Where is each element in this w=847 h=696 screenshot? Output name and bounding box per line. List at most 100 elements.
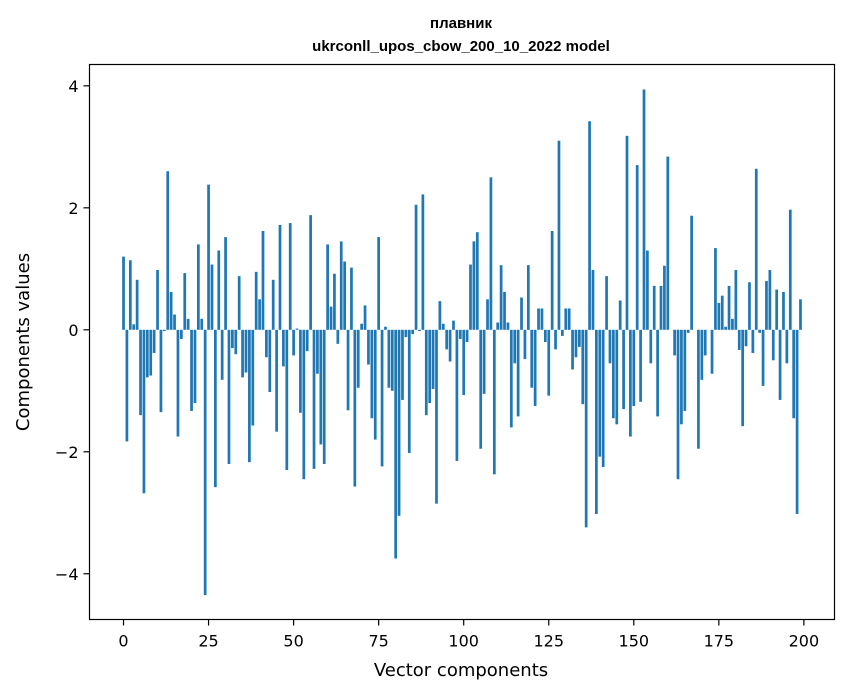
bar-190 <box>768 270 772 330</box>
bar-156 <box>652 285 656 330</box>
bar-152 <box>639 329 642 402</box>
bar-30 <box>224 237 227 330</box>
bar-199 <box>799 299 802 330</box>
bar-76 <box>380 329 384 467</box>
bar-6 <box>142 329 146 494</box>
bar-48 <box>285 329 289 471</box>
bar-14 <box>169 291 173 330</box>
bar-94 <box>441 323 445 330</box>
bar-15 <box>173 314 176 330</box>
bar-23 <box>200 318 204 330</box>
y-axis-label: Components values <box>13 253 34 431</box>
bar-189 <box>765 281 768 330</box>
bar-184 <box>748 282 751 330</box>
bar-123 <box>540 308 544 330</box>
bar-20 <box>190 329 193 411</box>
bar-142 <box>605 276 608 330</box>
bar-169 <box>697 329 700 449</box>
x-tick-label: 150 <box>619 632 650 651</box>
bar-146 <box>618 300 622 330</box>
bar-90 <box>428 329 432 403</box>
bar-121 <box>533 329 537 407</box>
bar-136 <box>584 329 588 528</box>
bar-67 <box>350 267 353 330</box>
bar-56 <box>312 329 316 469</box>
bar-182 <box>741 329 745 427</box>
bar-47 <box>282 329 285 367</box>
bar-180 <box>734 270 738 330</box>
bar-167 <box>690 215 693 330</box>
bar-53 <box>302 329 306 480</box>
x-tick-label: 200 <box>789 632 820 651</box>
bar-16 <box>176 329 180 437</box>
bar-153 <box>642 89 646 330</box>
bar-52 <box>299 329 302 413</box>
bar-13 <box>166 171 170 330</box>
bar-193 <box>778 329 782 400</box>
bar-3 <box>132 324 136 330</box>
bar-80 <box>394 329 398 559</box>
y-tick-label: 0 <box>68 321 78 340</box>
bar-98 <box>455 329 459 461</box>
bar-178 <box>727 285 731 330</box>
bar-62 <box>333 273 336 330</box>
bar-120 <box>530 329 534 388</box>
bar-73 <box>370 329 374 419</box>
bar-175 <box>717 302 721 330</box>
x-axis-ticks: 0 25 50 75 100 125 150 175 200 <box>118 619 820 651</box>
bar-194 <box>782 291 785 330</box>
bar-115 <box>513 329 517 364</box>
bar-50 <box>292 329 295 356</box>
bar-26 <box>210 264 214 330</box>
y-tick-label: 4 <box>68 77 78 96</box>
bar-154 <box>646 250 649 330</box>
bar-45 <box>275 329 278 432</box>
plot-frame <box>88 63 836 621</box>
bar-39 <box>254 271 258 330</box>
bar-77 <box>384 326 387 330</box>
chart-title: плавник <box>430 15 492 32</box>
bar-137 <box>588 121 591 330</box>
bar-155 <box>649 329 653 364</box>
y-axis-ticks: −4 −2 0 2 4 <box>55 77 90 584</box>
x-tick-label: 0 <box>118 632 128 651</box>
bar-49 <box>288 223 292 330</box>
bar-108 <box>489 177 493 330</box>
bar-198 <box>795 329 799 514</box>
bar-162 <box>673 329 676 356</box>
bar-65 <box>343 261 346 330</box>
bar-135 <box>581 329 585 405</box>
bar-145 <box>615 329 619 425</box>
bar-24 <box>203 329 207 596</box>
bar-95 <box>445 329 449 350</box>
bar-81 <box>397 329 401 516</box>
bar-124 <box>543 329 547 342</box>
bar-148 <box>625 135 629 330</box>
bar-44 <box>271 279 275 330</box>
bar-133 <box>574 329 578 358</box>
x-axis-label: Vector components <box>374 660 548 681</box>
bar-22 <box>197 244 200 330</box>
bar-93 <box>438 301 442 330</box>
bar-70 <box>360 323 364 330</box>
bar-17 <box>179 329 183 339</box>
bar-185 <box>751 329 755 353</box>
bar-72 <box>367 329 370 365</box>
bar-86 <box>414 204 418 330</box>
bar-176 <box>720 295 724 330</box>
bar-196 <box>788 209 792 330</box>
bar-63 <box>336 329 340 344</box>
bar-19 <box>186 318 190 330</box>
bar-69 <box>356 329 360 388</box>
bar-33 <box>234 329 238 355</box>
bar-114 <box>509 329 513 428</box>
bar-177 <box>724 326 727 330</box>
bar-82 <box>401 329 404 400</box>
bar-35 <box>241 329 244 378</box>
bar-25 <box>207 184 210 330</box>
bar-141 <box>601 329 605 468</box>
bar-170 <box>700 329 704 380</box>
bar-92 <box>435 329 438 504</box>
bar-104 <box>475 232 479 330</box>
